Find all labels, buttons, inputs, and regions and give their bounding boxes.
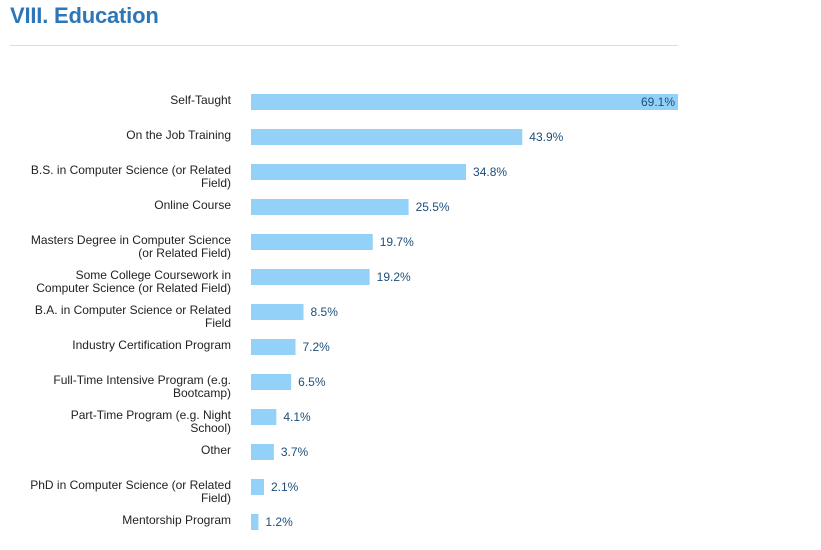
value-label-online-course: 25.5% [416, 200, 450, 214]
value-label-part-time-program-e-g-night-school: 4.1% [283, 410, 311, 424]
category-label-line: Bootcamp) [173, 386, 231, 400]
category-label-line: School) [190, 421, 231, 435]
bar-online-course [251, 199, 409, 215]
value-label-b-a-in-computer-science-or-related-field: 8.5% [311, 305, 339, 319]
category-label-industry-certification-program: Industry Certification Program [72, 338, 231, 352]
value-label-mentorship-program: 1.2% [265, 515, 293, 529]
bar-b-a-in-computer-science-or-related-field [251, 304, 304, 320]
category-label-online-course: Online Course [154, 198, 231, 212]
category-label-phd-in-computer-science-or-related-field: PhD in Computer Science (or Related Field… [30, 478, 231, 505]
category-label-full-time-intensive-program-e-g-bootcamp: Full-Time Intensive Program (e.g. Bootcam… [53, 373, 231, 400]
category-label-line: Masters Degree in Computer Science [31, 233, 231, 247]
category-label-mentorship-program: Mentorship Program [122, 513, 231, 527]
value-label-phd-in-computer-science-or-related-field: 2.1% [271, 480, 299, 494]
value-label-self-taught: 69.1% [641, 95, 675, 109]
value-label-on-the-job-training: 43.9% [529, 130, 563, 144]
category-label-line: Computer Science (or Related Field) [36, 281, 231, 295]
category-label-line: Some College Coursework in [76, 268, 231, 282]
bar-b-s-in-computer-science-or-related-field [251, 164, 467, 180]
category-label-masters-degree-in-computer-science-or-related-field: Masters Degree in Computer Science (or Re… [31, 233, 231, 260]
page-title: VIII. Education [10, 3, 159, 28]
bar-on-the-job-training [251, 129, 523, 145]
category-label-line: B.A. in Computer Science or Related [35, 303, 231, 317]
category-label-line: Field [205, 316, 231, 330]
category-label-line: Field) [201, 176, 231, 190]
category-label-line: On the Job Training [126, 128, 231, 142]
bar-phd-in-computer-science-or-related-field [251, 479, 264, 495]
value-label-some-college-coursework-in-computer-science-or-related-field: 19.2% [377, 270, 411, 284]
category-label-line: Part-Time Program (e.g. Night [71, 408, 232, 422]
category-label-some-college-coursework-in-computer-science-or-related-field: Some College Coursework in Computer Scien… [36, 268, 231, 295]
value-label-full-time-intensive-program-e-g-bootcamp: 6.5% [298, 375, 326, 389]
category-label-self-taught: Self-Taught [170, 93, 231, 107]
bar-masters-degree-in-computer-science-or-related-field [251, 234, 373, 250]
bar-industry-certification-program [251, 339, 296, 355]
category-label-part-time-program-e-g-night-school: Part-Time Program (e.g. Night School) [71, 408, 232, 435]
title-divider [10, 45, 678, 46]
value-label-other: 3.7% [281, 445, 309, 459]
category-label-b-s-in-computer-science-or-related-field: B.S. in Computer Science (or Related Fiel… [31, 163, 231, 190]
category-label-b-a-in-computer-science-or-related-field: B.A. in Computer Science or Related Field [35, 303, 231, 330]
bar-other [251, 444, 274, 460]
category-label-line: Online Course [154, 198, 231, 212]
value-label-masters-degree-in-computer-science-or-related-field: 19.7% [380, 235, 414, 249]
category-label-line: B.S. in Computer Science (or Related [31, 163, 231, 177]
value-label-b-s-in-computer-science-or-related-field: 34.8% [473, 165, 507, 179]
category-label-line: Mentorship Program [122, 513, 231, 527]
category-label-on-the-job-training: On the Job Training [126, 128, 231, 142]
category-label-line: Self-Taught [170, 93, 231, 107]
category-label-line: Industry Certification Program [72, 338, 231, 352]
bar-self-taught [251, 94, 678, 110]
bar-mentorship-program [251, 514, 259, 530]
bar-full-time-intensive-program-e-g-bootcamp [251, 374, 292, 390]
category-label-line: Other [201, 443, 231, 457]
category-label-line: (or Related Field) [138, 246, 231, 260]
value-label-industry-certification-program: 7.2% [302, 340, 330, 354]
category-label-other: Other [201, 443, 231, 457]
category-label-line: Field) [201, 491, 231, 505]
category-label-line: PhD in Computer Science (or Related [30, 478, 231, 492]
category-label-line: Full-Time Intensive Program (e.g. [53, 373, 231, 387]
bar-part-time-program-e-g-night-school [251, 409, 277, 425]
bar-some-college-coursework-in-computer-science-or-related-field [251, 269, 370, 285]
